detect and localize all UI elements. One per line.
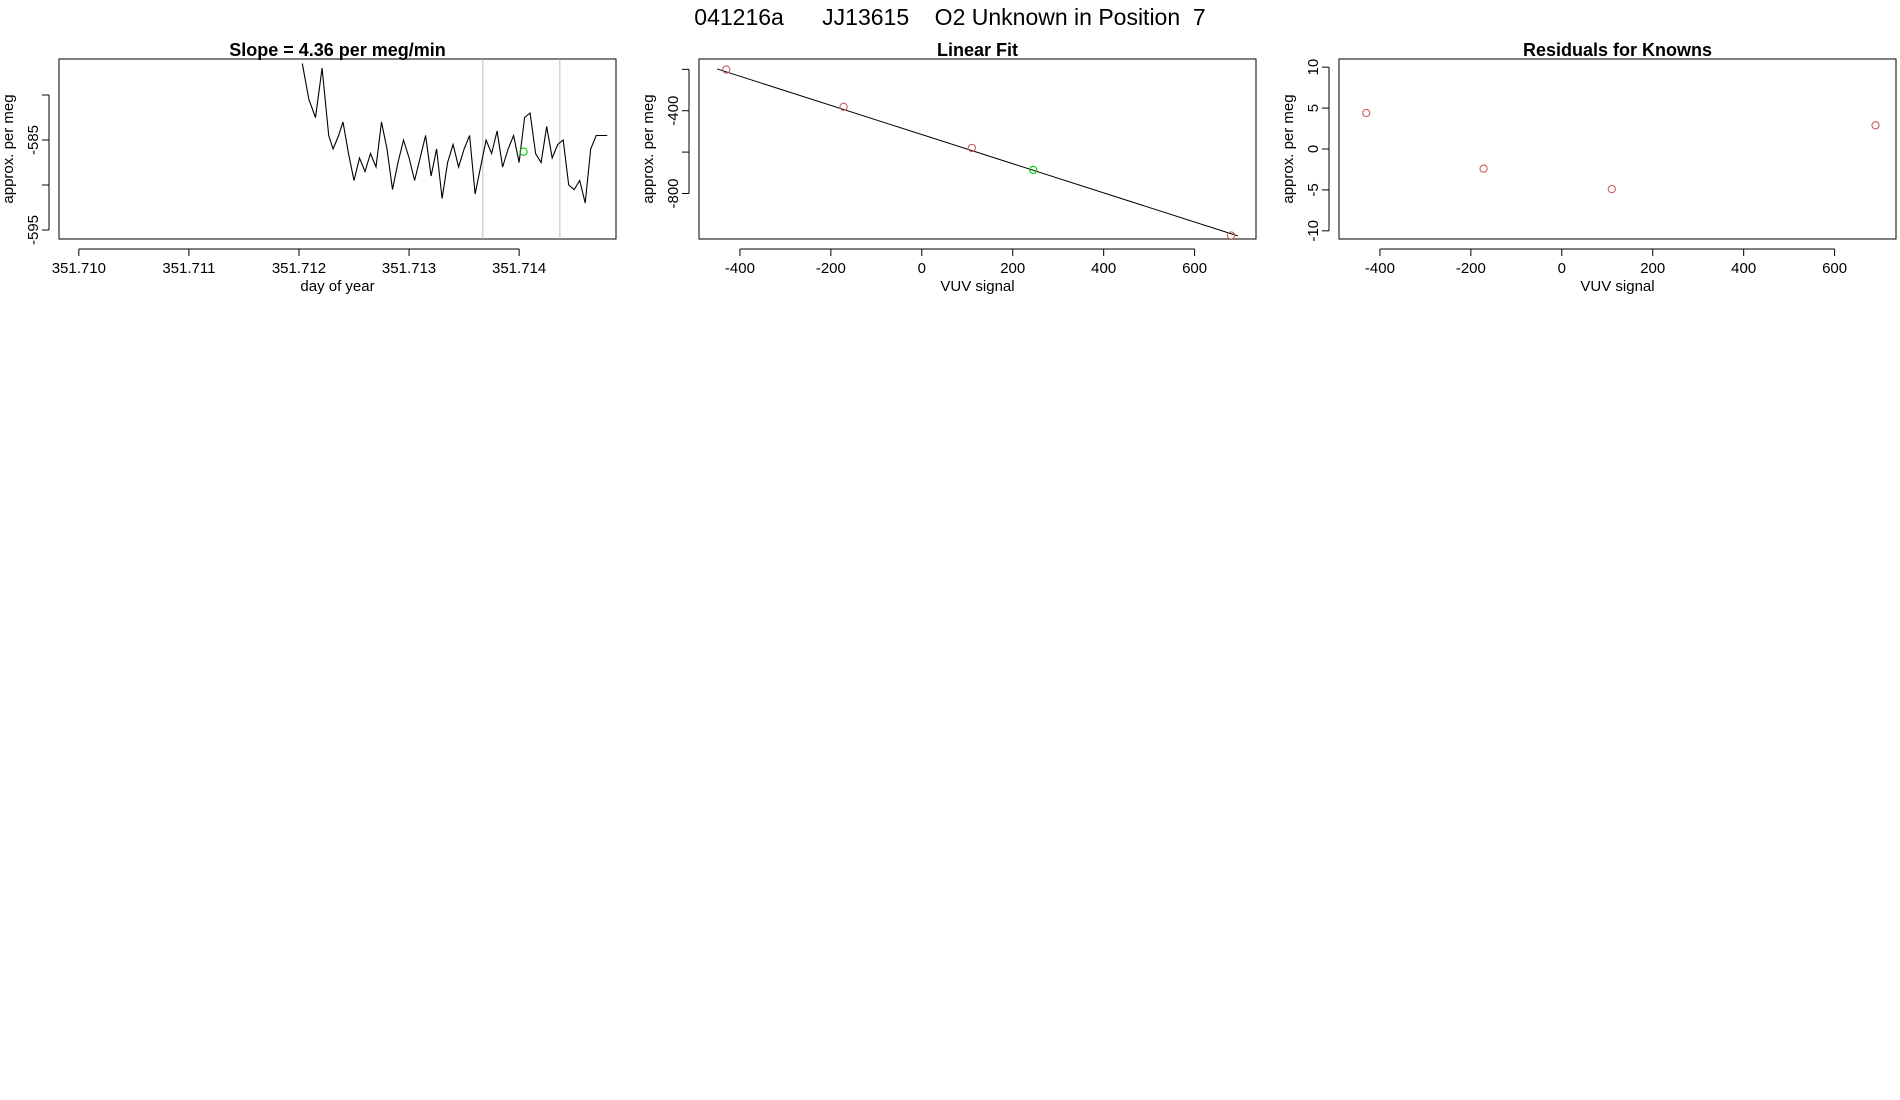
x-tick-label: 200 — [1640, 260, 1665, 277]
x-tick-label: 351.712 — [272, 260, 326, 277]
x-tick-label: 351.714 — [492, 260, 546, 277]
x-tick-label: 600 — [1182, 260, 1207, 277]
x-tick-label: 0 — [1558, 260, 1566, 277]
plot-area — [301, 59, 608, 239]
data-point — [1479, 164, 1488, 173]
plot-area — [717, 65, 1238, 239]
y-tick-label: -5 — [1305, 183, 1322, 196]
fit-line — [717, 68, 1238, 237]
data-point — [967, 143, 976, 153]
x-tick-label: 400 — [1731, 260, 1756, 277]
x-tick-label: -400 — [725, 260, 755, 277]
data-point — [519, 147, 528, 156]
x-tick-label: -200 — [1456, 260, 1486, 277]
x-tick-label: -200 — [816, 260, 846, 277]
data-point — [1607, 184, 1616, 194]
panel-title: Slope = 4.36 per meg/min — [229, 40, 446, 60]
panel-residuals: Residuals for Knowns -400 -200 0 200 400 600 -1… — [1280, 40, 1897, 295]
x-tick-label: 351.710 — [52, 260, 106, 277]
data-point — [1029, 165, 1038, 175]
x-axis-label: day of year — [300, 278, 374, 295]
data-point — [1362, 108, 1371, 118]
x-tick-label: -400 — [1365, 260, 1395, 277]
plot-area — [1362, 108, 1880, 194]
plot-frame — [698, 58, 1257, 240]
y-tick-label: 5 — [1305, 104, 1322, 112]
data-point — [1226, 231, 1236, 239]
y-tick-label: 0 — [1305, 145, 1322, 153]
y-axis-label: approx. per meg — [0, 94, 17, 203]
panel-title: Linear Fit — [937, 40, 1018, 60]
panel-timeseries: Slope = 4.36 per meg/min 351.710 351.711 35… — [0, 40, 617, 295]
x-tick-label: 0 — [918, 260, 926, 277]
x-tick-label: 351.711 — [162, 260, 215, 277]
x-tick-label: 400 — [1091, 260, 1116, 277]
y-tick-label: -585 — [25, 125, 42, 155]
x-axis-label: VUV signal — [1580, 278, 1654, 295]
x-axis-label: VUV signal — [940, 278, 1014, 295]
plot-frame — [58, 58, 617, 240]
y-axis-label: approx. per meg — [640, 94, 657, 203]
y-tick-label: -400 — [665, 96, 682, 126]
figure-title: 041216a JJ13615 O2 Unknown in Position 7 — [694, 4, 1205, 30]
panel-linear-fit: Linear Fit -400 -200 0 200 400 600 -800 -400 VUV … — [640, 40, 1257, 295]
data-point — [722, 65, 731, 74]
panel-title: Residuals for Knowns — [1523, 40, 1712, 60]
plot-frame — [1338, 58, 1897, 240]
data-point — [1871, 121, 1880, 130]
series-line — [301, 63, 608, 204]
y-tick-label: -595 — [25, 215, 42, 245]
y-axis-label: approx. per meg — [1280, 94, 1297, 203]
y-tick-label: -10 — [1305, 220, 1322, 242]
x-tick-label: 351.713 — [382, 260, 436, 277]
x-tick-label: 200 — [1000, 260, 1025, 277]
data-point — [839, 102, 848, 111]
x-tick-label: 600 — [1822, 260, 1847, 277]
y-tick-label: 10 — [1305, 59, 1322, 76]
y-tick-label: -800 — [665, 178, 682, 208]
